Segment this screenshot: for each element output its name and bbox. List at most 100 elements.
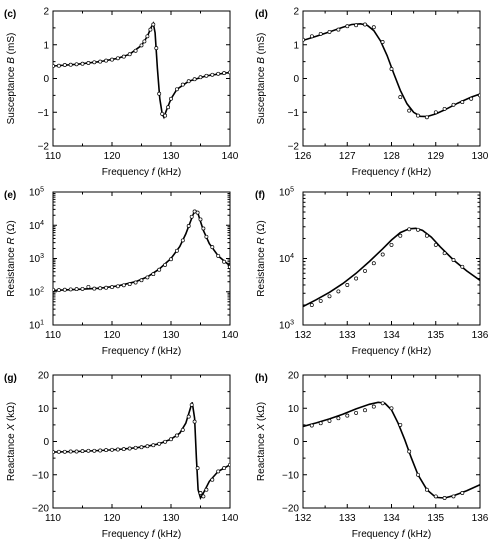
data-point bbox=[193, 420, 196, 423]
data-point bbox=[363, 409, 366, 412]
data-point bbox=[169, 258, 172, 261]
x-tick-label: 110 bbox=[45, 513, 61, 524]
data-point bbox=[461, 491, 464, 494]
data-point bbox=[63, 450, 66, 453]
data-point bbox=[228, 265, 231, 268]
data-point bbox=[461, 265, 464, 268]
series-group bbox=[303, 402, 480, 500]
x-tick-label: 140 bbox=[222, 513, 239, 524]
data-point bbox=[164, 263, 167, 266]
data-point bbox=[181, 83, 184, 86]
data-point bbox=[337, 417, 340, 420]
x-tick-label: 110 bbox=[45, 151, 61, 162]
x-tick-label: 120 bbox=[104, 513, 121, 524]
data-point bbox=[470, 97, 473, 100]
data-point bbox=[140, 279, 143, 282]
data-point bbox=[399, 234, 402, 237]
data-point bbox=[205, 74, 208, 77]
data-point bbox=[399, 96, 402, 99]
data-point bbox=[211, 246, 214, 249]
x-tick-label: 134 bbox=[383, 513, 400, 524]
y-tick-label: 10 bbox=[288, 404, 300, 415]
data-point bbox=[116, 57, 119, 60]
data-point bbox=[355, 24, 358, 27]
y-tick-label: 104 bbox=[279, 253, 294, 265]
data-point bbox=[328, 30, 331, 33]
plot-frame bbox=[303, 375, 480, 508]
panel-label: (d) bbox=[255, 9, 268, 20]
data-point bbox=[164, 440, 167, 443]
y-tick-label: 105 bbox=[29, 187, 44, 199]
data-point bbox=[478, 94, 481, 97]
data-point bbox=[199, 76, 202, 79]
data-point bbox=[122, 284, 125, 287]
data-point bbox=[228, 463, 231, 466]
data-point bbox=[181, 428, 184, 431]
x-tick-label: 135 bbox=[427, 330, 444, 341]
x-axis-label: Frequency f (kHz) bbox=[352, 529, 431, 540]
data-point bbox=[199, 218, 202, 221]
data-point bbox=[99, 287, 102, 290]
data-point bbox=[134, 49, 137, 52]
data-point bbox=[155, 47, 158, 50]
data-point bbox=[408, 109, 411, 112]
data-point bbox=[328, 419, 331, 422]
x-tick-label: 133 bbox=[339, 330, 356, 341]
data-point bbox=[217, 470, 220, 473]
data-point bbox=[169, 97, 172, 100]
data-point bbox=[93, 61, 96, 64]
x-tick-label: 130 bbox=[472, 151, 489, 162]
data-point bbox=[328, 295, 331, 298]
data-point bbox=[146, 276, 149, 279]
x-tick-label: 120 bbox=[104, 151, 121, 162]
data-point bbox=[190, 403, 193, 406]
data-point bbox=[372, 262, 375, 265]
data-point bbox=[87, 61, 90, 64]
data-point bbox=[143, 40, 146, 43]
y-tick-label: 0 bbox=[293, 74, 299, 85]
y-tick-label: 102 bbox=[29, 286, 44, 298]
data-point bbox=[346, 25, 349, 28]
x-tick-label: 130 bbox=[163, 151, 180, 162]
data-point bbox=[57, 289, 60, 292]
x-tick-label: 133 bbox=[339, 513, 356, 524]
x-tick-label: 130 bbox=[163, 330, 180, 341]
y-tick-label: −2 bbox=[288, 142, 300, 153]
x-tick-label: 129 bbox=[427, 151, 444, 162]
y-tick-label: 103 bbox=[29, 253, 44, 265]
x-tick-label: 127 bbox=[339, 151, 356, 162]
chart-panel: 126 127 128 129 130−2−1012Frequency f (kHz)S… bbox=[255, 7, 489, 179]
x-tick-label: 132 bbox=[295, 330, 312, 341]
data-point bbox=[196, 467, 199, 470]
y-tick-label: −1 bbox=[288, 108, 300, 119]
y-tick-label: 1 bbox=[43, 40, 49, 51]
data-point bbox=[390, 67, 393, 70]
y-tick-label: 10 bbox=[38, 404, 50, 415]
x-axis-label: Frequency f (kHz) bbox=[102, 167, 181, 178]
data-point bbox=[399, 423, 402, 426]
y-tick-label: 0 bbox=[43, 74, 49, 85]
chart-panel: 110 120 130 140 −2 −1 0 1 2 Frequency f (kHz) Susc… bbox=[4, 7, 239, 179]
data-point bbox=[434, 243, 437, 246]
data-point bbox=[202, 495, 205, 498]
data-point bbox=[175, 88, 178, 91]
data-point bbox=[310, 303, 313, 306]
data-point bbox=[51, 451, 54, 454]
data-point bbox=[158, 268, 161, 271]
series-group bbox=[51, 402, 231, 498]
data-point bbox=[211, 478, 214, 481]
x-tick-label: 140 bbox=[222, 151, 239, 162]
data-point bbox=[122, 448, 125, 451]
plot-frame bbox=[53, 11, 230, 146]
data-point bbox=[319, 32, 322, 35]
data-point bbox=[105, 449, 108, 452]
data-point bbox=[190, 215, 193, 218]
data-point bbox=[146, 445, 149, 448]
x-axis-label: Frequency f (kHz) bbox=[102, 529, 181, 540]
y-tick-label: 2 bbox=[43, 7, 49, 18]
data-point bbox=[181, 239, 184, 242]
y-axis-label: Resistance R (Ω) bbox=[256, 220, 267, 296]
plot-frame bbox=[53, 375, 230, 508]
x-axis-label: Frequency f (kHz) bbox=[352, 346, 431, 357]
data-point bbox=[346, 283, 349, 286]
